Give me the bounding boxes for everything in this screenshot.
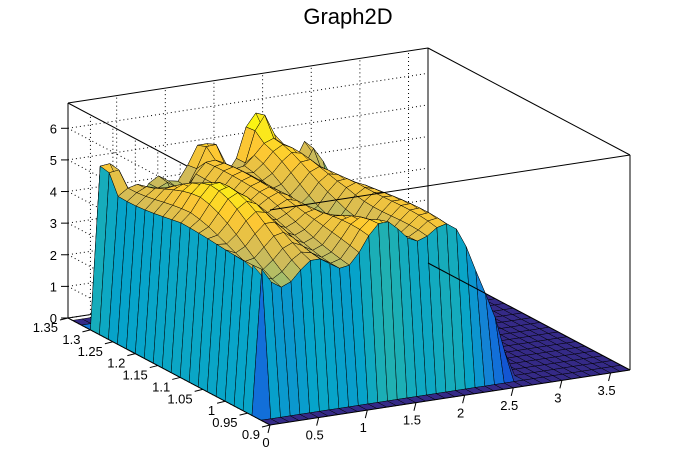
y-tick-6: [127, 353, 136, 357]
y-tick-5: [149, 365, 158, 369]
y-tick-label-8: 1.3: [62, 332, 80, 347]
z-tick-label-3: 3: [50, 216, 57, 231]
axis-layer: [59, 47, 631, 434]
x-tick-label-7: 3.5: [598, 383, 616, 398]
z-tick-label-6: 6: [50, 121, 57, 136]
chart-title: Graph2D: [303, 4, 393, 29]
z-tick-label-2: 2: [50, 248, 57, 263]
y-tick-1: [239, 412, 248, 416]
x-tick-3: [413, 402, 417, 411]
labels-layer: 0 0.5 1 1.5 2 2.5 3 3.50.90.9511.051.11.151.21.…: [33, 121, 616, 450]
y-tick-label-5: 1.15: [122, 368, 147, 383]
box-edge-floor-right: [427, 262, 631, 371]
z-grid-back-6: [67, 72, 429, 129]
z-grid-back-5: [67, 104, 429, 161]
x-tick-label-0: 0: [262, 435, 269, 450]
y-tick-0: [261, 424, 271, 428]
y-tick-8: [82, 329, 91, 333]
z-grid-back-4: [67, 136, 429, 193]
x-tick-label-3: 1.5: [403, 413, 421, 428]
y-tick-label-3: 1.05: [167, 391, 192, 406]
box-edge-top-back: [67, 47, 429, 104]
x-tick-7: [608, 372, 612, 382]
x-axis-line: [269, 369, 631, 426]
y-tick-2: [216, 400, 226, 404]
y-axis-line: [67, 317, 271, 426]
x-tick-label-6: 3: [554, 390, 561, 405]
y-tick-4: [172, 376, 181, 380]
y-tick-label-4: 1.1: [152, 379, 170, 394]
y-tick-label-1: 0.95: [212, 415, 237, 430]
box-edge-top-right: [427, 47, 631, 156]
y-tick-label-9: 1.35: [33, 320, 58, 335]
y-tick-label-6: 1.2: [107, 356, 125, 371]
z-tick-label-4: 4: [50, 185, 57, 200]
z-tick-label-1: 1: [50, 279, 57, 294]
x-tick-label-4: 2: [457, 405, 464, 420]
y-tick-label-0: 0.9: [242, 427, 260, 442]
x-tick-2: [364, 410, 368, 419]
x-tick-4: [462, 395, 466, 404]
x-tick-label-5: 2.5: [500, 398, 518, 413]
box-edge-top-front: [269, 154, 631, 211]
x-tick-6: [559, 380, 563, 389]
y-tick-label-7: 1.25: [78, 344, 103, 359]
y-tick-label-2: 1: [208, 403, 215, 418]
y-tick-3: [194, 388, 203, 392]
z-tick-label-0: 0: [50, 311, 57, 326]
surface-layer: [71, 112, 631, 426]
y-tick-7: [104, 341, 114, 345]
z-tick-label-5: 5: [50, 153, 57, 168]
x-tick-0: [267, 424, 271, 434]
x-tick-label-2: 1: [360, 420, 367, 435]
x-tick-1: [316, 417, 320, 426]
x-tick-5: [510, 387, 514, 396]
x-tick-label-1: 0.5: [306, 428, 324, 443]
